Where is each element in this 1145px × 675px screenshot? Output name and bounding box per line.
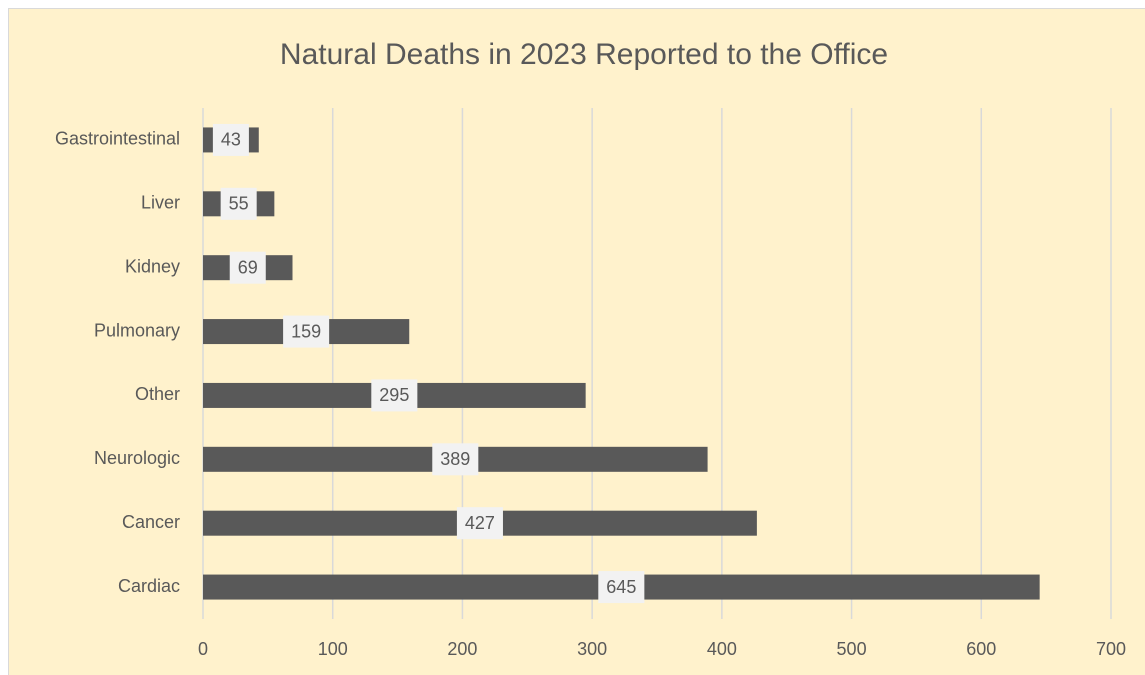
data-label: 69	[238, 257, 258, 277]
y-tick-label: Cardiac	[118, 576, 180, 596]
x-tick-label: 600	[966, 639, 996, 659]
y-tick-label: Liver	[141, 193, 180, 213]
chart-title: Natural Deaths in 2023 Reported to the O…	[280, 38, 888, 71]
x-tick-label: 100	[318, 639, 348, 659]
y-tick-label: Other	[135, 384, 180, 404]
data-label: 159	[291, 321, 321, 341]
x-tick-label: 700	[1096, 639, 1126, 659]
y-tick-label: Gastrointestinal	[55, 129, 180, 149]
y-tick-label: Pulmonary	[94, 320, 180, 340]
data-label-background	[212, 123, 249, 156]
data-label: 645	[606, 577, 636, 597]
x-tick-label: 500	[837, 639, 867, 659]
chart-background	[8, 8, 1145, 675]
y-tick-label: Neurologic	[94, 448, 180, 468]
data-label-background	[229, 251, 266, 284]
data-label: 389	[440, 449, 470, 469]
x-tick-label: 400	[707, 639, 737, 659]
data-label-background	[283, 315, 330, 348]
data-label-background	[371, 379, 418, 412]
data-label: 427	[465, 513, 495, 533]
data-label: 55	[229, 194, 249, 214]
data-label-background	[456, 507, 503, 540]
data-label: 295	[379, 385, 409, 405]
x-tick-label: 200	[447, 639, 477, 659]
y-tick-label: Kidney	[125, 256, 180, 276]
data-label-background	[220, 187, 257, 220]
x-tick-label: 300	[577, 639, 607, 659]
data-label-background	[432, 443, 479, 476]
data-label: 43	[221, 130, 241, 150]
data-label-background	[598, 571, 645, 604]
x-tick-label: 0	[198, 639, 208, 659]
y-tick-label: Cancer	[122, 512, 180, 532]
